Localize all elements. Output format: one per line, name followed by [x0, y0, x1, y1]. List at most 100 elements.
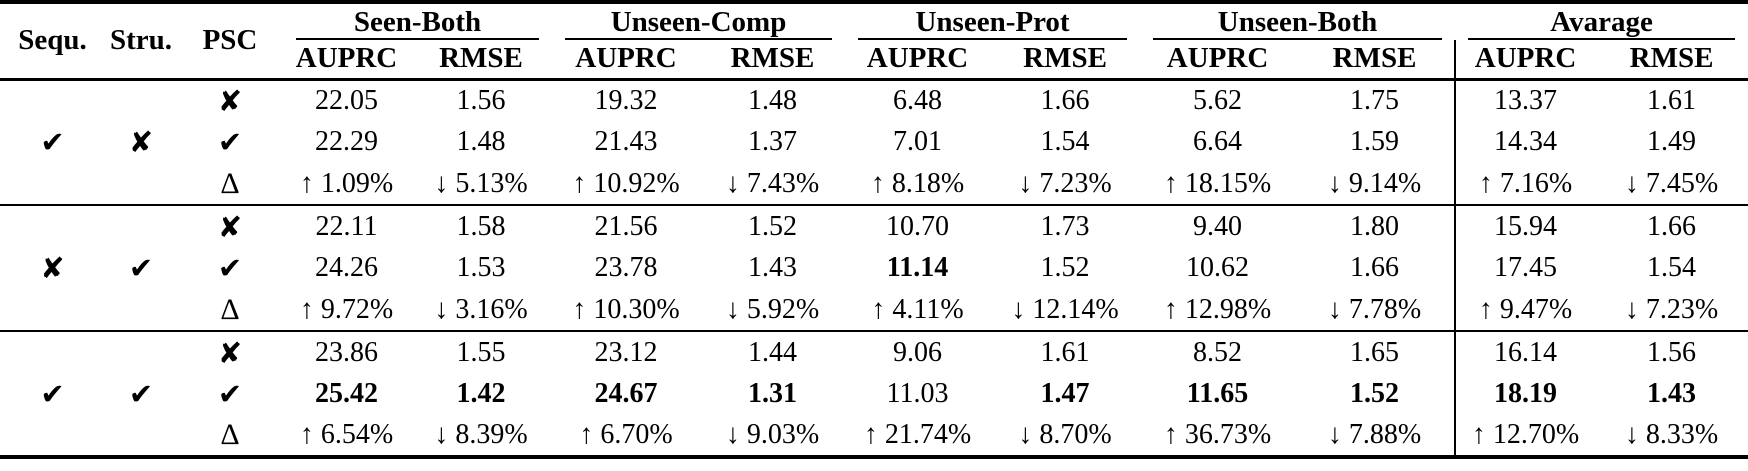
value-cell-best: 1.52	[1350, 378, 1400, 409]
value-cell: 9.06	[845, 330, 991, 373]
delta-cell: ↓ 9.14%	[1327, 167, 1422, 199]
value-cell: 22.05	[315, 84, 378, 116]
delta-cell: ↑ 18.15%	[1163, 167, 1272, 199]
delta-cell: ↑ 6.54%	[299, 419, 394, 450]
cross-icon: ✘	[0, 204, 105, 331]
row-group-1: ✔ ✘ ✘ 22.05 1.56 19.32 1.48 6.48 1.66 5.…	[0, 79, 1748, 205]
row-group-2: ✘ ✔ ✘ 22.11 1.58 21.56 1.52 10.70 1.73 9…	[0, 204, 1748, 331]
delta-cell: ↑ 12.98%	[1163, 293, 1272, 325]
delta-cell: ↓ 7.43%	[725, 167, 820, 199]
ablation-results-table: Sequ. Stru. PSC Seen-Both Unseen-Comp Un…	[0, 0, 1748, 459]
value-cell: 19.32	[594, 84, 658, 116]
value-cell: 1.58	[410, 204, 553, 247]
subheader-rmse: RMSE	[990, 40, 1141, 81]
value-cell-best: 1.31	[748, 378, 798, 409]
delta-cell: ↑ 6.70%	[579, 419, 673, 450]
delta-icon: Δ	[220, 166, 240, 200]
value-cell: 16.14	[1454, 330, 1596, 373]
delta-cell: ↑ 8.18%	[870, 167, 965, 199]
cmidrule	[1153, 38, 1443, 40]
value-cell: 24.26	[315, 252, 378, 283]
value-cell: 11.03	[886, 378, 949, 409]
delta-icon: Δ	[220, 418, 240, 451]
value-cell: 15.94	[1454, 204, 1596, 247]
value-cell: 1.37	[748, 126, 798, 157]
value-cell: 1.52	[700, 204, 846, 247]
group-header-unseen-comp: Unseen-Comp	[552, 2, 845, 40]
value-cell-best: 24.67	[594, 378, 658, 409]
value-cell: 13.37	[1454, 79, 1596, 121]
delta-cell: ↑ 21.74%	[863, 419, 972, 450]
value-cell: 1.66	[1040, 84, 1090, 116]
value-cell-best: 11.14	[886, 252, 949, 283]
delta-cell: ↓ 8.33%	[1624, 419, 1719, 450]
group-label: Unseen-Comp	[610, 5, 787, 38]
value-cell: 1.48	[456, 126, 506, 157]
value-cell-best: 1.43	[1647, 378, 1697, 409]
check-icon: ✔	[105, 204, 177, 331]
value-cell: 23.78	[594, 252, 658, 283]
value-cell: 21.43	[594, 126, 658, 157]
subheader-auprc: AUPRC	[1140, 40, 1296, 81]
subheader-rmse: RMSE	[700, 40, 846, 81]
delta-cell: ↓ 7.88%	[1327, 419, 1422, 450]
delta-cell: ↑ 10.30%	[572, 293, 680, 325]
check-icon: ✔	[40, 125, 65, 160]
col-header-sequ: Sequ.	[0, 2, 105, 81]
delta-cell: ↑ 1.09%	[299, 167, 394, 199]
value-cell: 10.62	[1186, 252, 1250, 283]
value-cell: 21.56	[552, 204, 701, 247]
value-cell-best: 11.65	[1186, 378, 1249, 409]
delta-cell: ↓ 8.70%	[1018, 419, 1112, 450]
value-cell: 1.54	[1040, 126, 1090, 157]
check-icon: ✔	[217, 125, 243, 159]
delta-cell: ↑ 9.47%	[1454, 289, 1596, 331]
delta-cell: ↓ 8.39%	[434, 419, 528, 450]
value-cell: 1.80	[1295, 204, 1456, 247]
delta-cell: ↓ 5.13%	[434, 167, 528, 199]
value-cell: 1.66	[1350, 252, 1400, 283]
value-cell: 6.48	[893, 84, 943, 116]
subheader-rmse: RMSE	[1295, 40, 1456, 81]
subheader-rmse: RMSE	[410, 40, 553, 81]
value-cell-best: 1.42	[456, 378, 506, 409]
delta-cell: ↑ 36.73%	[1163, 419, 1272, 450]
subheader-rmse: RMSE	[1595, 40, 1748, 81]
group-label: Unseen-Both	[1217, 5, 1378, 38]
check-icon: ✔	[217, 251, 243, 285]
value-cell: 1.59	[1350, 126, 1400, 157]
value-cell: 1.61	[990, 330, 1141, 373]
col-header-psc: PSC	[177, 2, 283, 81]
value-cell-best: 25.42	[315, 378, 378, 409]
value-cell: 23.86	[283, 330, 410, 373]
delta-cell: ↑ 9.72%	[299, 293, 394, 325]
delta-cell: ↓ 3.16%	[434, 293, 528, 325]
value-cell: 1.54	[1647, 252, 1697, 283]
value-cell: 1.56	[456, 84, 506, 116]
value-cell: 5.62	[1193, 84, 1243, 116]
value-cell: 10.70	[845, 204, 991, 247]
group-label: Seen-Both	[353, 5, 482, 38]
check-icon: ✔	[105, 330, 177, 457]
cross-icon: ✘	[177, 330, 283, 373]
delta-cell: ↓ 12.14%	[1011, 293, 1119, 325]
value-cell-best: 1.47	[1040, 378, 1090, 409]
value-cell: 1.65	[1295, 330, 1456, 373]
group-header-unseen-both: Unseen-Both	[1140, 2, 1455, 40]
group-label: Unseen-Prot	[915, 5, 1070, 38]
check-icon: ✔	[0, 330, 105, 457]
cross-icon: ✘	[128, 125, 154, 160]
col-header-stru: Stru.	[105, 2, 177, 81]
delta-icon: Δ	[220, 292, 240, 326]
group-header-unseen-prot: Unseen-Prot	[845, 2, 1140, 40]
value-cell: 23.12	[552, 330, 701, 373]
delta-cell: ↑ 12.70%	[1454, 415, 1596, 457]
delta-cell: ↓ 9.03%	[725, 419, 820, 450]
value-cell: 1.55	[410, 330, 553, 373]
check-icon: ✔	[217, 377, 243, 411]
cmidrule	[858, 38, 1128, 40]
delta-cell: ↓ 7.23%	[1018, 167, 1112, 199]
subheader-auprc: AUPRC	[283, 40, 410, 81]
row-group-3: ✔ ✔ ✘ 23.86 1.55 23.12 1.44 9.06 1.61 8.…	[0, 330, 1748, 457]
